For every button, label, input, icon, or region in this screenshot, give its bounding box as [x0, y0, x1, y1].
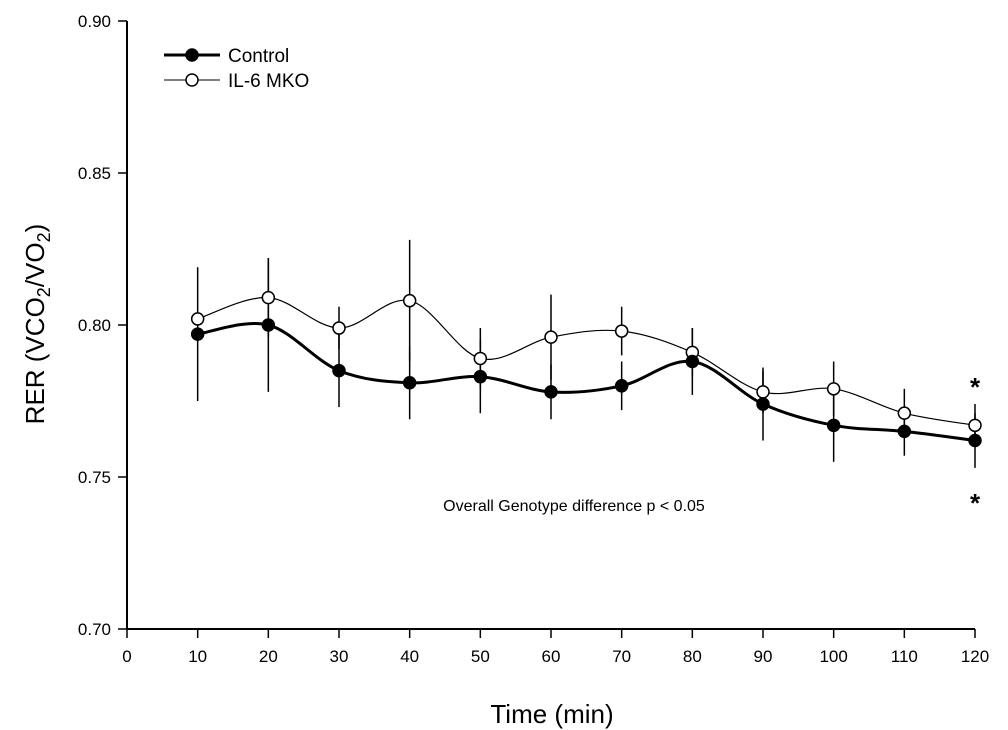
control-point — [332, 363, 346, 378]
control-point — [756, 397, 770, 411]
control-point — [402, 376, 417, 390]
x-tick-label: 40 — [400, 647, 419, 666]
legend-il6mko-label: IL-6 MKO — [228, 71, 309, 92]
x-axis-title: Time (min) — [490, 699, 613, 729]
control-point — [968, 433, 982, 448]
y-axis-ticks: 0.70 0.75 0.80 0.85 0.90 — [78, 12, 127, 639]
x-tick-label: 70 — [612, 647, 631, 666]
il-6-mko-point — [402, 293, 417, 308]
y-tick-label: 0.80 — [78, 316, 111, 335]
il-6-mko-point — [826, 382, 841, 396]
control-point — [897, 424, 912, 439]
series-markers — [190, 290, 982, 448]
x-tick-label: 0 — [122, 647, 131, 666]
x-tick-label: 100 — [819, 647, 847, 666]
control-point — [614, 379, 629, 393]
y-tick-label: 0.90 — [78, 12, 111, 31]
il-6-mko-line — [197, 296, 976, 426]
y-tick-label: 0.85 — [78, 164, 111, 183]
il-6-mko-point — [473, 351, 488, 366]
series-lines — [197, 296, 976, 442]
y-tick-label: 0.75 — [78, 468, 111, 487]
genotype-difference-annotation: Overall Genotype difference p < 0.05 — [443, 498, 705, 515]
x-tick-label: 90 — [754, 647, 773, 666]
y-axis-title-prefix: RER (VCO — [20, 297, 50, 424]
il-6-mko-point — [614, 324, 629, 338]
x-tick-label: 60 — [542, 647, 561, 666]
control-point — [190, 327, 205, 341]
y-axis-title: RER (VCO2/VO2) — [20, 224, 54, 425]
il-6-mko-point — [756, 385, 770, 399]
y-axis-title-suffix: ) — [20, 224, 50, 233]
significance-markers: ** — [970, 372, 981, 518]
il-6-mko-point — [332, 321, 346, 335]
significance-star: * — [970, 372, 981, 402]
x-tick-label: 20 — [259, 647, 278, 666]
control-line — [197, 322, 976, 442]
control-point — [473, 369, 488, 384]
control-point — [685, 354, 700, 369]
x-tick-label: 110 — [891, 647, 918, 666]
legend-control-label: Control — [228, 46, 289, 67]
control-point — [826, 418, 841, 433]
significance-star: * — [970, 488, 981, 518]
x-axis-ticks: 0 10 20 30 40 50 60 70 80 90 100 110 120 — [122, 629, 989, 666]
x-tick-label: 80 — [683, 647, 702, 666]
legend-il6mko-marker — [185, 73, 199, 87]
il-6-mko-point — [968, 418, 982, 433]
il-6-mko-point — [261, 290, 276, 305]
il-6-mko-point — [544, 330, 558, 344]
x-tick-label: 10 — [188, 647, 207, 666]
y-axis-title-mid: /VO — [20, 242, 50, 287]
legend-control-marker — [185, 48, 199, 62]
legend: Control IL-6 MKO — [164, 46, 309, 92]
il-6-mko-point — [897, 406, 912, 420]
control-point — [261, 318, 276, 332]
y-tick-label: 0.70 — [78, 620, 111, 639]
x-tick-label: 50 — [471, 647, 490, 666]
il-6-mko-point — [190, 312, 205, 326]
x-tick-label: 120 — [961, 647, 989, 666]
y-axis-title-sub2: 2 — [34, 232, 54, 242]
y-axis-title-sub1: 2 — [34, 287, 54, 297]
control-point — [544, 385, 558, 399]
x-tick-label: 30 — [330, 647, 349, 666]
